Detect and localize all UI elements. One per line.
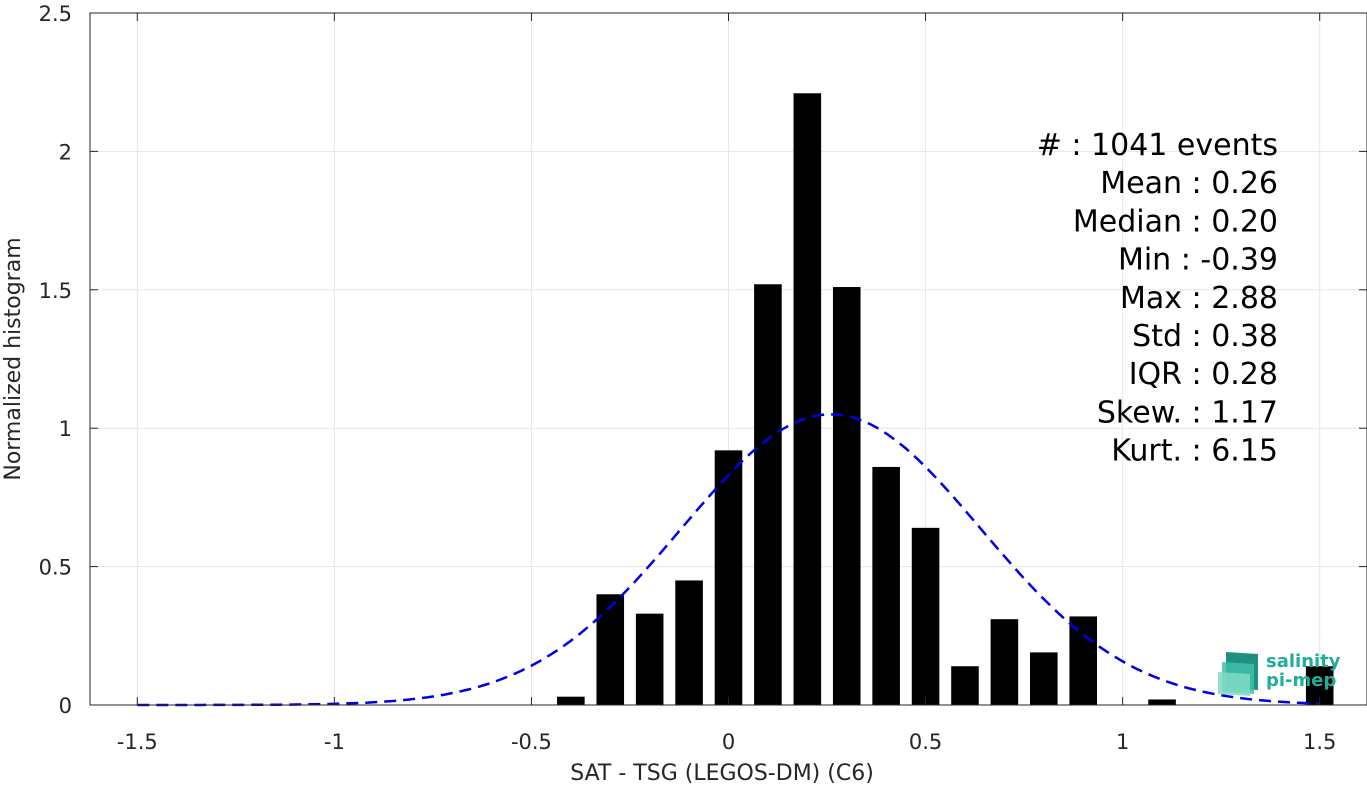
histogram-bar	[1030, 652, 1058, 705]
histogram-bar	[596, 594, 625, 705]
salinity-pi-mep-logo: salinity pi-mep	[1218, 651, 1341, 696]
x-tick-labels: -1.5 -1 -0.5 0 0.5 1 1.5	[117, 730, 1337, 754]
x-axis-label: SAT - TSG (LEGOS-DM) (C6)	[570, 761, 874, 785]
stat-line: Skew. : 1.17	[1097, 395, 1278, 430]
x-tick-label: -0.5	[511, 730, 552, 754]
logo-line-1: salinity	[1266, 651, 1341, 672]
y-tick-label: 0	[59, 694, 72, 718]
y-tick-label: 2.5	[39, 2, 72, 26]
axis-ticks	[90, 12, 1367, 706]
stat-line: Min : -0.39	[1118, 243, 1278, 278]
stat-line: Median : 0.20	[1073, 204, 1278, 239]
histogram-bar	[951, 666, 979, 705]
y-axis-label: Normalized histogram	[1, 237, 26, 480]
y-tick-label: 1	[59, 417, 72, 441]
y-tick-label: 2	[59, 140, 72, 164]
x-tick-label: -1	[324, 730, 345, 754]
histogram-bar	[990, 619, 1019, 705]
y-tick-labels: 0 0.5 1 1.5 2 2.5	[39, 2, 72, 718]
y-tick-label: 1.5	[39, 279, 72, 303]
histogram-bar	[754, 284, 782, 705]
stat-line: IQR : 0.28	[1129, 357, 1278, 392]
histogram-bar	[635, 613, 664, 705]
stat-line: Std : 0.38	[1132, 319, 1278, 354]
histogram-bar	[1069, 616, 1098, 705]
x-tick-label: -1.5	[117, 730, 158, 754]
stat-line: Mean : 0.26	[1100, 166, 1278, 201]
x-tick-label: 1	[1116, 730, 1129, 754]
histogram-bar	[911, 527, 940, 705]
stat-line: # : 1041 events	[1037, 128, 1278, 163]
histogram-bar	[793, 93, 822, 706]
x-tick-label: 0.5	[909, 730, 942, 754]
stat-line: Kurt. : 6.15	[1111, 434, 1278, 469]
histogram-bars	[557, 93, 1334, 706]
histogram-bar	[872, 466, 900, 705]
histogram-bar	[714, 450, 743, 705]
histogram-bar	[675, 580, 703, 705]
x-tick-label: 1.5	[1303, 730, 1336, 754]
stat-line: Max : 2.88	[1120, 281, 1278, 316]
logo-icon	[1218, 652, 1258, 696]
logo-line-2: pi-mep	[1266, 670, 1336, 691]
histogram-bar	[1148, 699, 1176, 705]
y-tick-label: 0.5	[39, 556, 72, 580]
x-tick-label: 0	[722, 730, 735, 754]
histogram-bar	[832, 287, 861, 705]
histogram-bar	[557, 696, 585, 705]
